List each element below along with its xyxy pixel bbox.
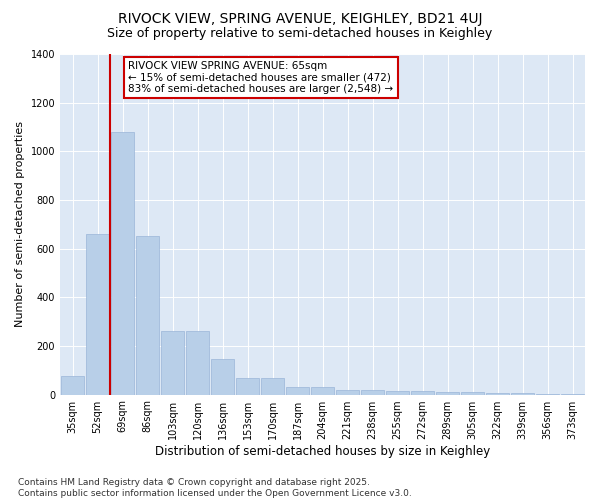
X-axis label: Distribution of semi-detached houses by size in Keighley: Distribution of semi-detached houses by … xyxy=(155,444,490,458)
Y-axis label: Number of semi-detached properties: Number of semi-detached properties xyxy=(15,122,25,328)
Text: Size of property relative to semi-detached houses in Keighley: Size of property relative to semi-detach… xyxy=(107,28,493,40)
Bar xyxy=(136,236,159,394)
Bar xyxy=(386,391,409,394)
Text: RIVOCK VIEW, SPRING AVENUE, KEIGHLEY, BD21 4UJ: RIVOCK VIEW, SPRING AVENUE, KEIGHLEY, BD… xyxy=(118,12,482,26)
Bar xyxy=(161,332,184,394)
Text: RIVOCK VIEW SPRING AVENUE: 65sqm
← 15% of semi-detached houses are smaller (472): RIVOCK VIEW SPRING AVENUE: 65sqm ← 15% o… xyxy=(128,61,394,94)
Bar xyxy=(436,392,459,394)
Bar xyxy=(61,376,84,394)
Bar xyxy=(311,388,334,394)
Text: Contains HM Land Registry data © Crown copyright and database right 2025.
Contai: Contains HM Land Registry data © Crown c… xyxy=(18,478,412,498)
Bar xyxy=(236,378,259,394)
Bar xyxy=(186,332,209,394)
Bar xyxy=(461,392,484,394)
Bar xyxy=(261,378,284,394)
Bar xyxy=(286,388,309,394)
Bar xyxy=(111,132,134,394)
Bar xyxy=(336,390,359,394)
Bar xyxy=(211,360,234,394)
Bar xyxy=(86,234,109,394)
Bar xyxy=(361,390,384,394)
Bar xyxy=(411,391,434,394)
